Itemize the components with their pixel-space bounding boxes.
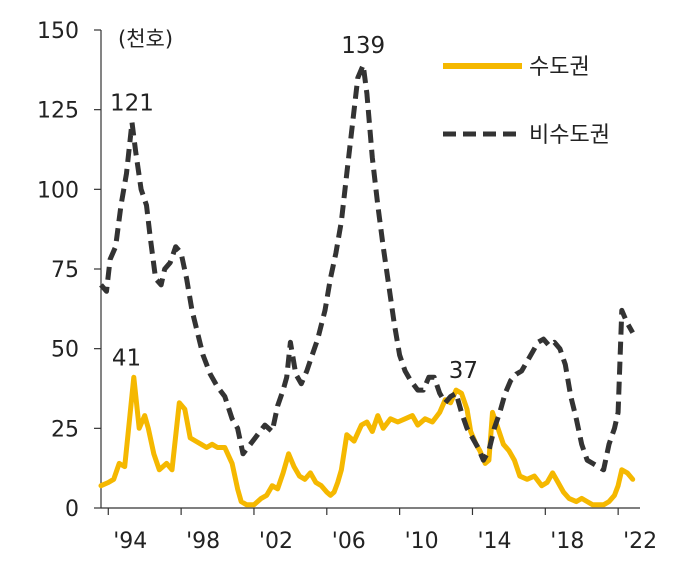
peak-annotation: 37 [449, 358, 478, 384]
y-tick-label: 50 [51, 338, 79, 363]
legend-label-non-capital: 비수도권 [529, 123, 610, 148]
x-tick-label: '22 [623, 529, 657, 554]
series-line-capital [98, 374, 636, 508]
y-tick-label: 25 [51, 417, 79, 442]
x-tick-label: '18 [550, 529, 584, 554]
y-tick-label: 0 [65, 497, 79, 522]
series-layer [98, 62, 636, 508]
y-axis: 0 25 50 75 100 125 150 [37, 19, 102, 522]
y-tick-label: 125 [37, 99, 79, 124]
x-tick-label: '02 [259, 529, 293, 554]
x-tick-label: '94 [113, 529, 147, 554]
y-tick-label: 100 [37, 178, 79, 203]
x-axis: '94 '98 '02 '06 '10 '14 '18 '22 [101, 507, 657, 554]
unit-label: (천호) [118, 27, 173, 51]
peak-annotation: 139 [341, 33, 385, 59]
x-tick-label: '14 [477, 529, 511, 554]
series-line-non-capital [99, 62, 635, 473]
x-tick-label: '06 [332, 529, 366, 554]
legend: 수도권 비수도권 [443, 55, 610, 148]
x-tick-label: '98 [186, 529, 220, 554]
peak-annotation: 121 [110, 90, 154, 116]
peak-annotation: 41 [112, 345, 141, 371]
legend-label-capital: 수도권 [529, 55, 590, 80]
x-tick-label: '10 [405, 529, 439, 554]
annotation-layer: 121 41 139 37 [110, 33, 478, 384]
y-tick-label: 75 [51, 258, 79, 283]
y-tick-label: 150 [37, 19, 79, 44]
